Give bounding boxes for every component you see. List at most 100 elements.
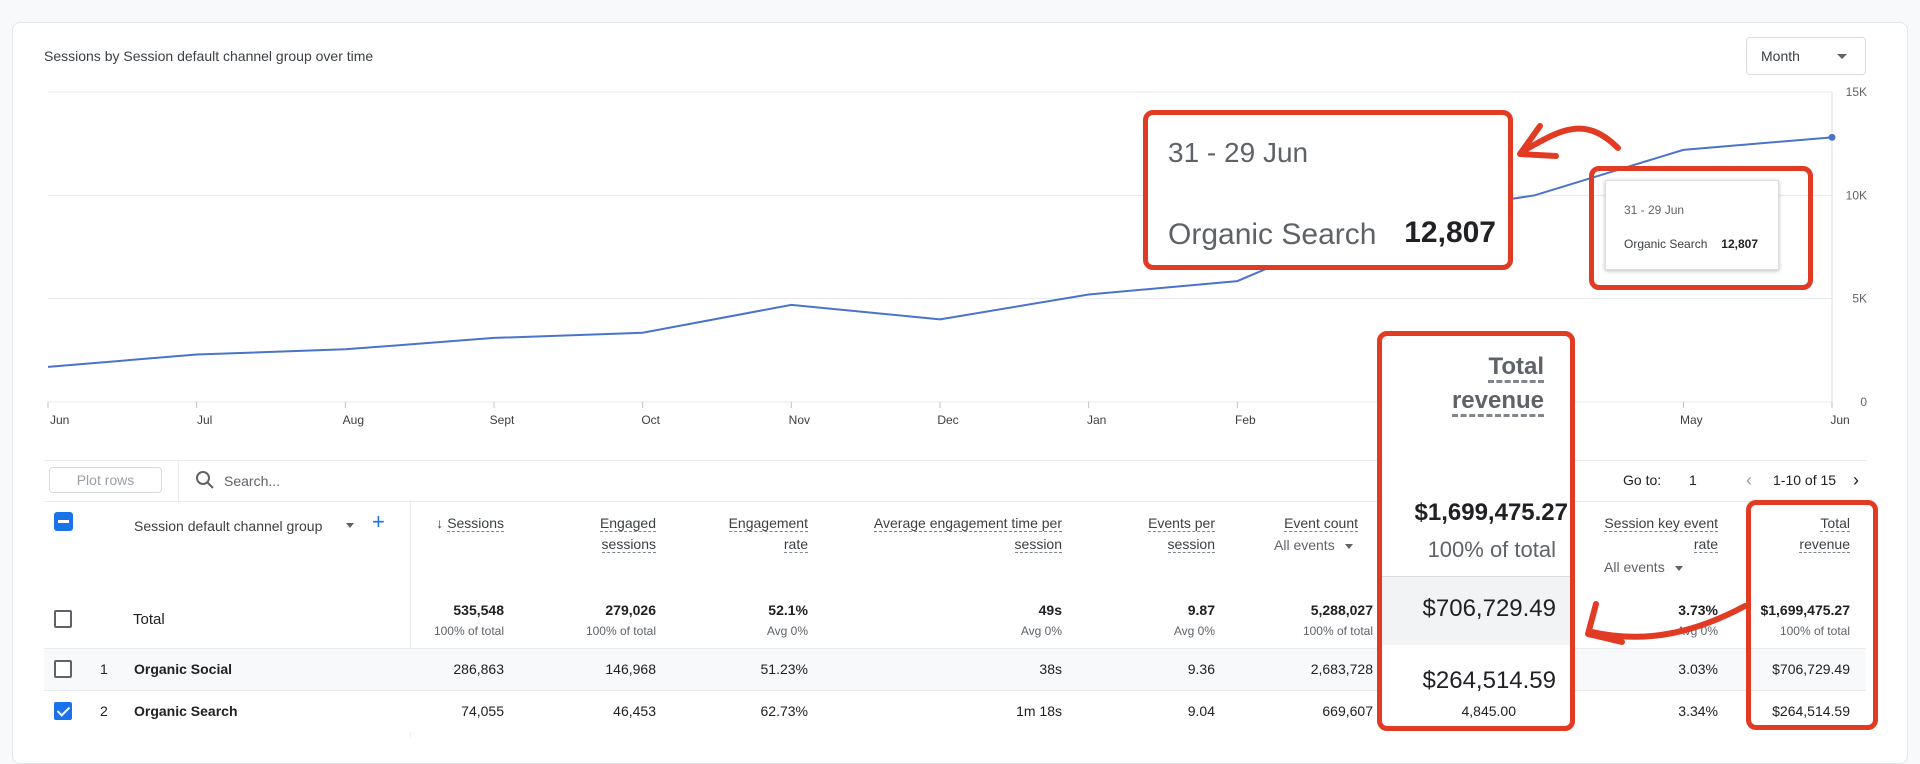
zoom-revenue-header: Total revenue <box>1451 350 1544 418</box>
total-engaged-sub: 100% of total <box>585 624 656 638</box>
row-avg-time: 1m 18s <box>1016 703 1062 719</box>
row-channel-name[interactable]: Organic Search <box>134 703 238 719</box>
total-row-label: Total <box>133 611 165 628</box>
row-engaged: 146,968 <box>605 661 656 677</box>
row-key-event: 3.03% <box>1678 661 1718 677</box>
row-event-count: 669,607 <box>1322 703 1373 719</box>
goto-page-select[interactable]: 1 <box>1689 472 1697 488</box>
row-events-per: 9.36 <box>1187 661 1215 677</box>
period-select-value: Month <box>1761 48 1800 64</box>
row-engagement: 62.73% <box>760 703 808 719</box>
tooltip-value: 12,807 <box>1721 237 1758 251</box>
col-header-sessions[interactable]: ↓ Sessions <box>436 515 504 532</box>
y-tick-label: 0 <box>1860 395 1867 409</box>
row-index: 1 <box>100 661 108 677</box>
sort-arrow-icon: ↓ <box>436 515 444 531</box>
tooltip-highlight <box>1589 166 1813 290</box>
x-tick-label: Jun <box>50 413 69 427</box>
total-sessions: 535,548 <box>453 602 504 618</box>
y-tick-label: 10K <box>1846 188 1867 202</box>
total-engaged: 279,026 <box>605 602 656 618</box>
x-tick-label: Nov <box>789 413 810 427</box>
col-header-engagement-rate[interactable]: Engagement rate <box>728 515 808 553</box>
total-revenue-sub: 100% of total <box>1779 624 1850 638</box>
row-index: 2 <box>100 703 108 719</box>
x-tick-label: Dec <box>937 413 958 427</box>
zoom-revenue-row-1: $706,729.49 <box>1422 595 1556 622</box>
zoom-revenue-row-2: $264,514.59 <box>1422 667 1556 694</box>
zoom-date: 31 - 29 Jun <box>1168 137 1309 168</box>
row-events-per: 9.04 <box>1187 703 1215 719</box>
row-avg-time: 38s <box>1039 661 1062 677</box>
x-tick-label: Jul <box>197 413 212 427</box>
chevron-right-icon[interactable]: › <box>1853 470 1859 490</box>
chevron-down-icon <box>1344 543 1353 549</box>
col-header-event-count[interactable]: Event count <box>1284 515 1358 532</box>
total-event-count: 5,288,027 <box>1310 602 1373 618</box>
add-dimension-icon[interactable]: + <box>372 509 385 534</box>
series-line[interactable] <box>47 136 1833 368</box>
chevron-left-icon[interactable]: ‹ <box>1746 470 1752 490</box>
chevron-down-icon <box>1674 565 1683 571</box>
key-event-filter[interactable]: All events <box>1604 559 1683 575</box>
chart-title: Sessions by Session default channel grou… <box>44 48 374 64</box>
total-row-checkbox[interactable] <box>54 610 72 628</box>
event-count-filter[interactable]: All events <box>1274 537 1353 553</box>
row-revenue: $264,514.59 <box>1772 703 1850 719</box>
total-events-per-sub: Avg 0% <box>1173 624 1215 638</box>
data-point[interactable] <box>1828 133 1836 141</box>
zoom-row-highlight <box>1382 576 1570 645</box>
row-engagement: 51.23% <box>760 661 808 677</box>
row-channel-name[interactable]: Organic Social <box>134 661 233 677</box>
col-header-total-revenue[interactable]: Total revenue <box>1799 515 1850 553</box>
chevron-down-icon <box>1837 54 1847 59</box>
total-key-event-sub: Avg 0% <box>1676 624 1718 638</box>
select-all-checkbox[interactable] <box>54 512 73 531</box>
total-events-per: 9.87 <box>1187 602 1215 618</box>
x-tick-label: Jun <box>1830 413 1849 427</box>
total-sessions-sub: 100% of total <box>433 624 504 638</box>
y-tick-label: 15K <box>1846 85 1867 99</box>
zoom-underlying-value: 4,845.00 <box>1461 703 1517 719</box>
col-header-engaged-sessions[interactable]: Engaged sessions <box>599 515 656 553</box>
tooltip-date: 31 - 29 Jun <box>1624 203 1685 217</box>
goto-label: Go to: <box>1623 472 1662 488</box>
period-select[interactable]: Month <box>1746 37 1866 75</box>
zoom-series: Organic Search <box>1168 218 1377 251</box>
total-engagement: 52.1% <box>768 602 808 618</box>
row-checkbox[interactable] <box>54 660 72 678</box>
total-avg-time: 49s <box>1038 602 1062 618</box>
row-engaged: 46,453 <box>613 703 656 719</box>
revenue-column-highlight <box>1746 500 1878 730</box>
page-range: 1-10 of 15 <box>1773 472 1837 488</box>
total-event-count-sub: 100% of total <box>1302 624 1373 638</box>
row-checkbox[interactable] <box>54 702 72 720</box>
search-input[interactable] <box>222 470 526 492</box>
total-revenue: $1,699,475.27 <box>1760 602 1850 618</box>
y-tick-label: 5K <box>1852 292 1867 306</box>
x-tick-label: May <box>1680 413 1703 427</box>
col-header-events-per-session[interactable]: Events per session <box>1148 515 1215 553</box>
plot-rows-button[interactable]: Plot rows <box>49 467 162 493</box>
row-sessions: 286,863 <box>453 661 504 677</box>
x-tick-label: Aug <box>343 413 364 427</box>
x-tick-label: Oct <box>641 413 660 427</box>
chart-tooltip: 31 - 29 Jun Organic Search 12,807 <box>1605 180 1779 270</box>
x-tick-label: Feb <box>1235 413 1256 427</box>
col-header-avg-engagement-time[interactable]: Average engagement time per session <box>873 515 1062 553</box>
total-engagement-sub: Avg 0% <box>766 624 808 638</box>
row-revenue: $706,729.49 <box>1772 661 1850 677</box>
dimension-selector[interactable]: Session default channel group <box>134 518 323 534</box>
tooltip-series: Organic Search <box>1624 237 1708 251</box>
row-event-count: 2,683,728 <box>1310 661 1373 677</box>
total-key-event: 3.73% <box>1678 602 1718 618</box>
toolbar-divider <box>178 460 179 501</box>
revenue-zoom-callout: Total revenue $1,699,475.27 100% of total… <box>1377 331 1575 731</box>
zoom-value: 12,807 <box>1404 216 1496 249</box>
row-key-event: 3.34% <box>1678 703 1718 719</box>
table-toolbar <box>44 460 1866 502</box>
chevron-down-icon[interactable] <box>346 523 354 528</box>
col-header-session-key-event-rate[interactable]: Session key event rate <box>1604 515 1718 553</box>
zoom-revenue-total: $1,699,475.27 <box>1414 499 1568 526</box>
total-avg-time-sub: Avg 0% <box>1020 624 1062 638</box>
